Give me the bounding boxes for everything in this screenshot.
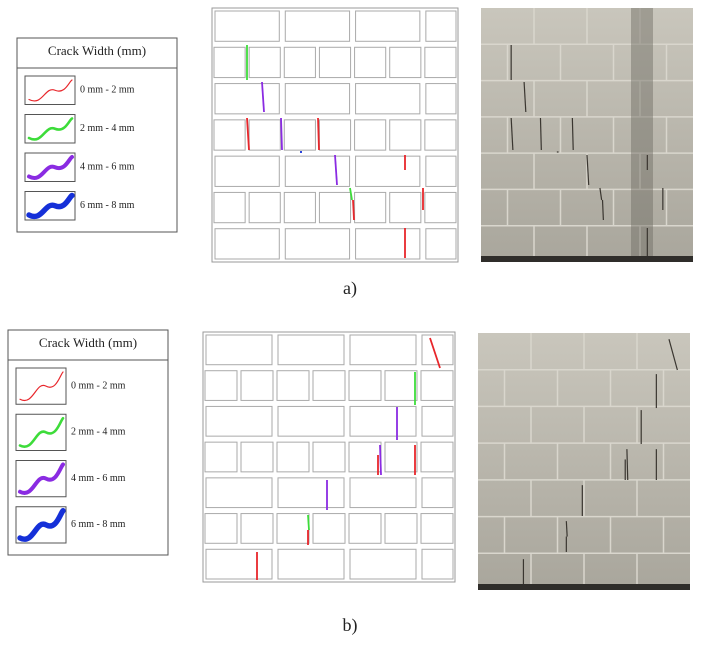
brick xyxy=(422,549,453,579)
brick xyxy=(385,371,417,401)
crack xyxy=(353,200,354,220)
brick xyxy=(426,11,456,41)
brick xyxy=(350,335,416,365)
photo xyxy=(478,333,690,590)
caption: b) xyxy=(343,615,358,636)
brick xyxy=(278,335,344,365)
brick xyxy=(241,514,273,544)
brick xyxy=(356,11,420,41)
brick xyxy=(277,371,309,401)
brick xyxy=(214,47,245,77)
brick xyxy=(313,442,345,472)
photo-stain xyxy=(631,8,653,262)
legend-label: 6 mm - 8 mm xyxy=(80,200,135,211)
brick xyxy=(284,192,315,222)
brick xyxy=(285,84,349,114)
brick xyxy=(249,192,280,222)
brick xyxy=(426,229,456,259)
brick xyxy=(313,514,345,544)
brick xyxy=(319,120,350,150)
caption: a) xyxy=(343,278,357,299)
brick xyxy=(206,335,272,365)
brick xyxy=(277,442,309,472)
brick xyxy=(205,514,237,544)
brick xyxy=(349,371,381,401)
legend-title: Crack Width (mm) xyxy=(48,43,146,58)
photo-crack xyxy=(627,449,628,480)
brick xyxy=(426,84,456,114)
legend-title: Crack Width (mm) xyxy=(39,335,137,350)
legend-label: 6 mm - 8 mm xyxy=(71,519,126,530)
brick xyxy=(349,442,381,472)
brick xyxy=(285,229,349,259)
brick xyxy=(356,229,420,259)
brick xyxy=(241,442,273,472)
brick xyxy=(425,47,456,77)
brick xyxy=(421,371,453,401)
brick xyxy=(215,84,279,114)
brick xyxy=(249,47,280,77)
crack xyxy=(281,118,282,150)
legend-label: 2 mm - 4 mm xyxy=(80,123,135,134)
brick xyxy=(214,120,245,150)
photo-base xyxy=(478,584,690,590)
brick xyxy=(421,442,453,472)
brick xyxy=(285,11,349,41)
brick xyxy=(319,192,350,222)
brick xyxy=(390,120,421,150)
brick xyxy=(215,156,279,186)
brick xyxy=(284,47,315,77)
brick xyxy=(385,442,417,472)
brick xyxy=(350,549,416,579)
brick xyxy=(205,442,237,472)
brick xyxy=(355,120,386,150)
brick xyxy=(356,156,420,186)
brick xyxy=(355,47,386,77)
brick xyxy=(249,120,280,150)
brick xyxy=(422,478,453,508)
figure: a) b) Crack Width (mm) 0 mm - 2 mm 2 mm - … xyxy=(0,0,705,645)
legend-label: 4 mm - 6 mm xyxy=(71,473,126,484)
brick xyxy=(425,192,456,222)
brick xyxy=(350,478,416,508)
brick xyxy=(206,406,272,436)
brick xyxy=(349,514,381,544)
brick xyxy=(421,514,453,544)
brick xyxy=(214,192,245,222)
brick xyxy=(355,192,386,222)
legend-label: 0 mm - 2 mm xyxy=(71,380,126,391)
brick xyxy=(278,549,344,579)
brick xyxy=(313,371,345,401)
legend-label: 2 mm - 4 mm xyxy=(71,427,126,438)
brick xyxy=(422,406,453,436)
legend-label: 4 mm - 6 mm xyxy=(80,162,135,173)
brick xyxy=(319,47,350,77)
brick xyxy=(390,47,421,77)
brick xyxy=(385,514,417,544)
brick xyxy=(356,84,420,114)
brick xyxy=(241,371,273,401)
crack xyxy=(380,445,381,475)
brick xyxy=(205,371,237,401)
crack xyxy=(308,515,309,530)
brick xyxy=(284,120,315,150)
brick xyxy=(426,156,456,186)
photo-crack xyxy=(566,521,567,536)
photo-base xyxy=(481,256,693,262)
brick xyxy=(215,11,279,41)
brick xyxy=(277,514,309,544)
brick xyxy=(350,406,416,436)
photo xyxy=(481,8,693,262)
brick xyxy=(206,549,272,579)
brick xyxy=(215,229,279,259)
brick xyxy=(206,478,272,508)
legend-label: 0 mm - 2 mm xyxy=(80,85,135,96)
brick xyxy=(425,120,456,150)
brick xyxy=(390,192,421,222)
crack xyxy=(318,118,319,150)
brick xyxy=(278,478,344,508)
brick xyxy=(278,406,344,436)
brick xyxy=(285,156,349,186)
